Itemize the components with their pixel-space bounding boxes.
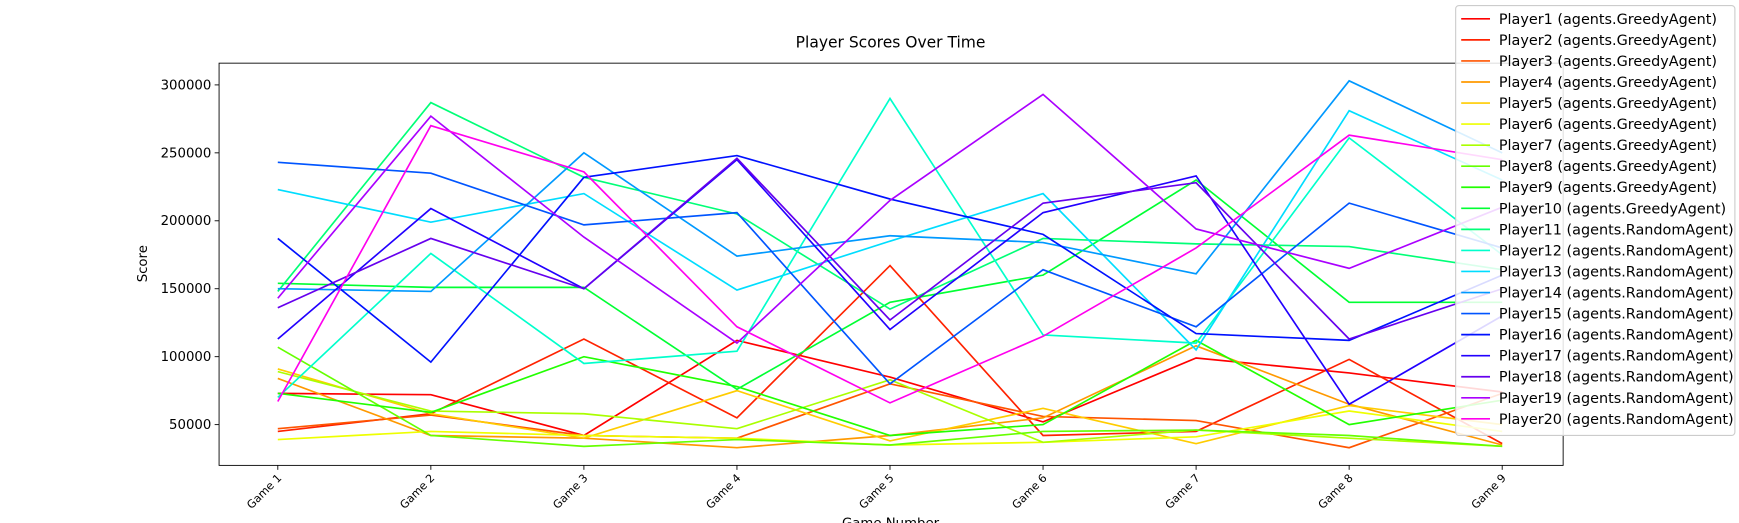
series-line — [277, 109, 1503, 352]
x-tick-label: Game 5 — [857, 472, 897, 512]
legend-label: Player6 (agents.GreedyAgent) — [1499, 117, 1717, 133]
x-tick-label: Game 1 — [244, 472, 284, 512]
y-axis-label: Score — [136, 245, 151, 282]
y-tick-label: 150000 — [161, 282, 212, 297]
legend-label: Player19 (agents.RandomAgent) — [1499, 391, 1734, 407]
legend-label: Player3 (agents.GreedyAgent) — [1499, 54, 1717, 70]
legend-label: Player20 (agents.RandomAgent) — [1499, 412, 1734, 428]
series-line — [277, 96, 1503, 399]
y-tick-label: 100000 — [161, 350, 212, 365]
series-line — [277, 93, 1503, 345]
legend-box — [1455, 4, 1736, 437]
legend-label: Player5 (agents.GreedyAgent) — [1499, 96, 1717, 112]
y-tick-label: 50000 — [169, 418, 211, 433]
x-tick-label: Game 4 — [704, 472, 744, 512]
series-line — [277, 124, 1503, 404]
series-line — [277, 370, 1503, 448]
legend-label: Player18 (agents.RandomAgent) — [1499, 370, 1734, 386]
y-tick-label: 200000 — [161, 214, 212, 229]
x-tick-label: Game 2 — [397, 472, 437, 512]
y-tick-label: 300000 — [161, 78, 212, 93]
legend-label: Player2 (agents.GreedyAgent) — [1499, 33, 1717, 49]
series-line — [277, 157, 1503, 340]
legend-label: Player10 (agents.GreedyAgent) — [1499, 201, 1726, 217]
legend-label: Player16 (agents.RandomAgent) — [1499, 328, 1734, 344]
legend-label: Player13 (agents.RandomAgent) — [1499, 264, 1734, 280]
series-line — [277, 179, 1503, 391]
legend-label: Player9 (agents.GreedyAgent) — [1499, 180, 1717, 196]
legend-label: Player12 (agents.RandomAgent) — [1499, 243, 1734, 259]
legend-label: Player1 (agents.GreedyAgent) — [1499, 12, 1717, 28]
x-tick-label: Game 9 — [1469, 472, 1509, 512]
series-line — [277, 264, 1503, 445]
series-line — [277, 101, 1503, 311]
legend-label: Player15 (agents.RandomAgent) — [1499, 307, 1734, 323]
series-line — [277, 154, 1503, 364]
x-tick-label: Game 7 — [1163, 472, 1203, 512]
series-line — [277, 339, 1503, 437]
legend-label: Player4 (agents.GreedyAgent) — [1499, 75, 1717, 91]
x-tick-label: Game 8 — [1316, 472, 1356, 512]
legend-label: Player8 (agents.GreedyAgent) — [1499, 159, 1717, 175]
x-axis-label: Game Number — [842, 516, 940, 523]
series-line — [277, 79, 1503, 293]
series-line — [277, 161, 1503, 385]
y-tick-label: 250000 — [161, 146, 212, 161]
legend-label: Player17 (agents.RandomAgent) — [1499, 349, 1734, 365]
x-tick-label: Game 3 — [550, 472, 590, 512]
x-tick-label: Game 6 — [1010, 472, 1050, 512]
series-line — [277, 158, 1503, 406]
series-line — [277, 339, 1503, 437]
legend-label: Player14 (agents.RandomAgent) — [1499, 286, 1734, 302]
series-line — [277, 346, 1503, 448]
series-line — [277, 410, 1503, 446]
chart-title: Player Scores Over Time — [796, 34, 986, 52]
legend-label: Player11 (agents.RandomAgent) — [1499, 222, 1734, 238]
series-line — [277, 368, 1503, 445]
legend-label: Player7 (agents.GreedyAgent) — [1499, 138, 1717, 154]
